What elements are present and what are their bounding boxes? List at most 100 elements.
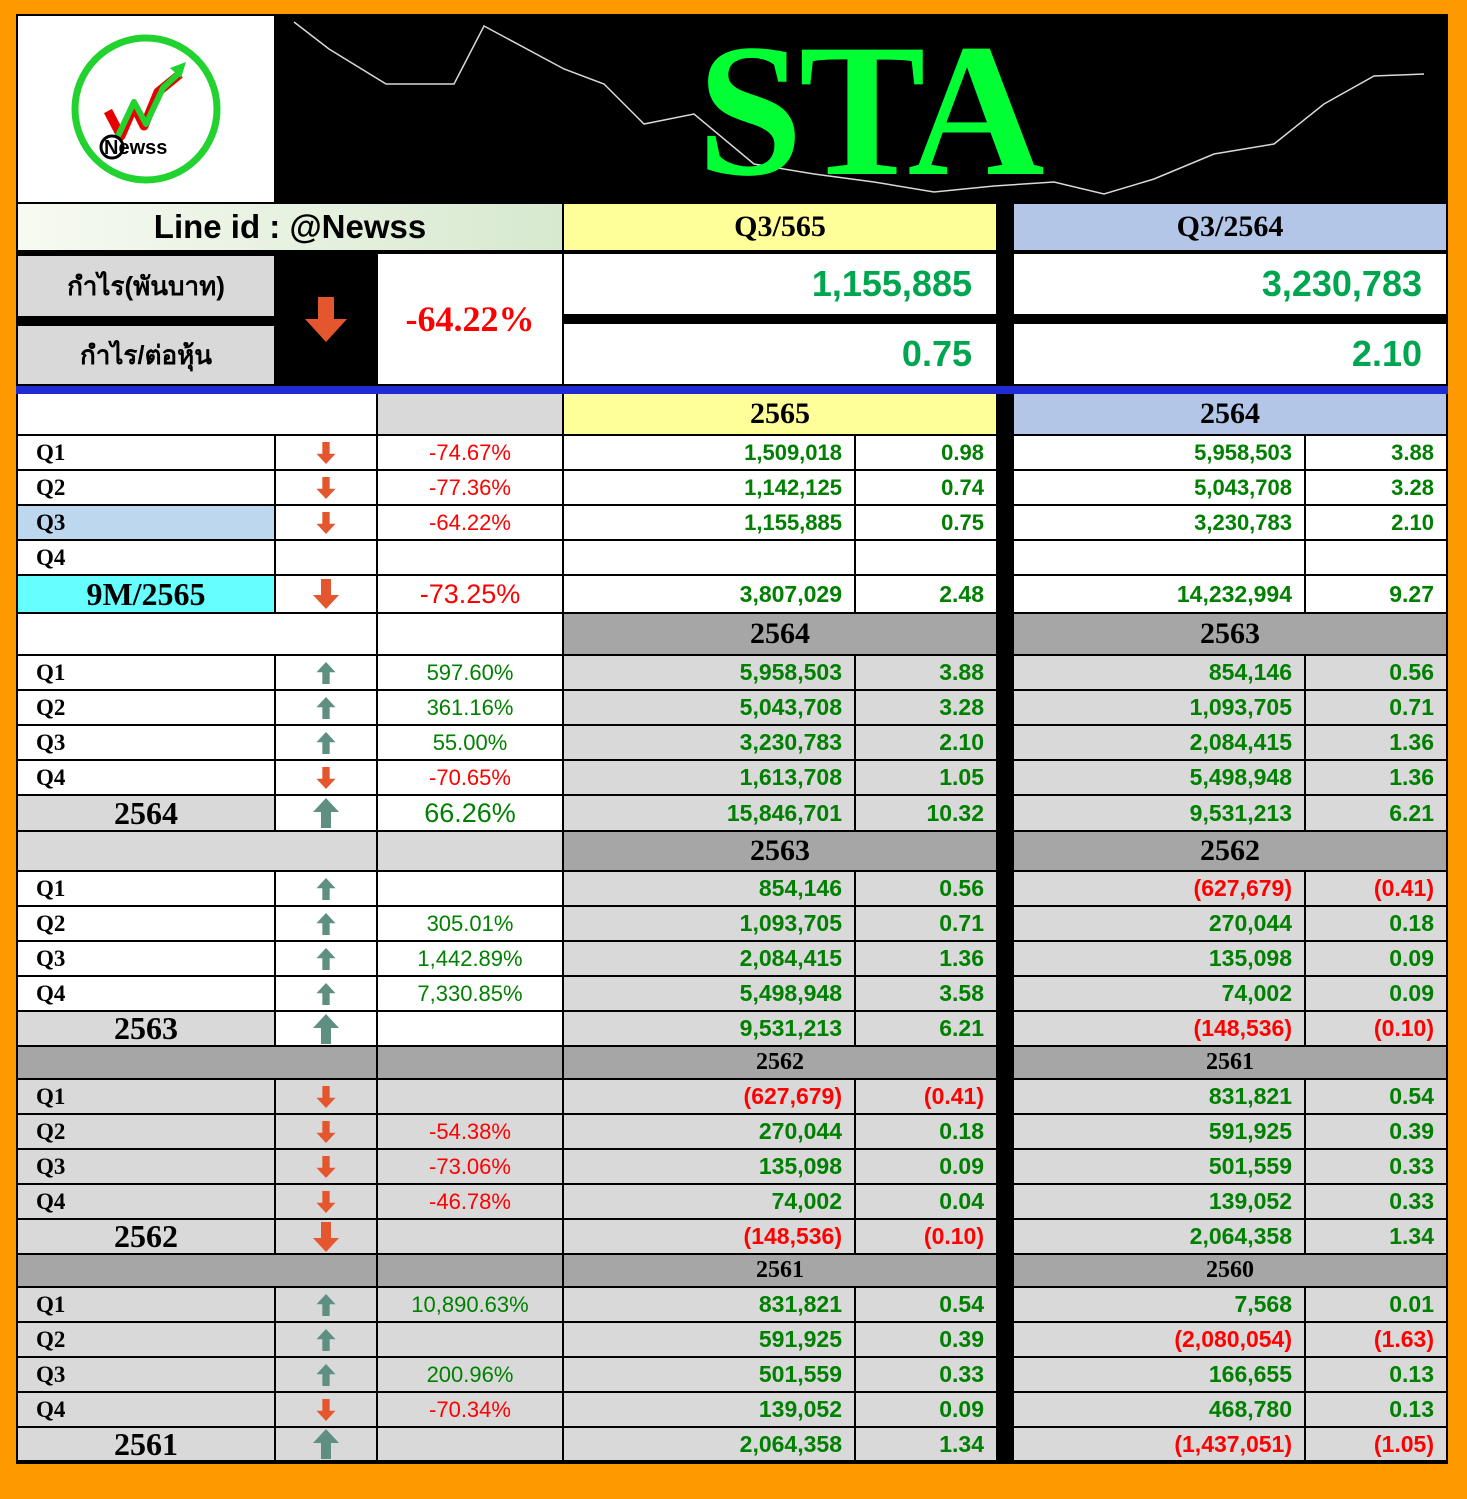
right-profit: 5,498,948 bbox=[1014, 761, 1306, 796]
right-eps: 1.36 bbox=[1306, 761, 1448, 796]
quarter-label: Q2 bbox=[18, 1323, 276, 1358]
arrow-down-icon bbox=[313, 1221, 339, 1252]
left-eps: 0.54 bbox=[856, 1288, 998, 1323]
right-eps: (0.41) bbox=[1306, 872, 1448, 907]
section-year-right: 2563 bbox=[1014, 614, 1448, 656]
left-eps: (0.10) bbox=[856, 1220, 998, 1255]
right-eps: (1.63) bbox=[1306, 1323, 1448, 1358]
left-profit: 1,142,125 bbox=[564, 471, 856, 506]
left-profit: 2,084,415 bbox=[564, 942, 856, 977]
right-profit: (627,679) bbox=[1014, 872, 1306, 907]
change-percent: 7,330.85% bbox=[378, 977, 564, 1012]
section-year-right: 2564 bbox=[1014, 394, 1448, 436]
left-eps: 0.56 bbox=[856, 872, 998, 907]
section-year-right: 2562 bbox=[1014, 832, 1448, 872]
left-eps: 3.58 bbox=[856, 977, 998, 1012]
left-eps: 1.36 bbox=[856, 942, 998, 977]
left-profit: 270,044 bbox=[564, 1115, 856, 1150]
change-percent: 305.01% bbox=[378, 907, 564, 942]
arrow-up-icon bbox=[316, 731, 336, 754]
right-eps: 0.33 bbox=[1306, 1150, 1448, 1185]
trend-arrow-cell bbox=[276, 691, 378, 726]
trend-arrow-cell bbox=[276, 1185, 378, 1220]
change-percent: -70.65% bbox=[378, 761, 564, 796]
right-eps: 0.33 bbox=[1306, 1185, 1448, 1220]
trend-arrow-cell bbox=[276, 907, 378, 942]
trend-arrow-cell bbox=[276, 977, 378, 1012]
left-profit: 3,807,029 bbox=[564, 576, 856, 614]
arrow-down-icon bbox=[316, 1085, 336, 1108]
change-percent: -77.36% bbox=[378, 471, 564, 506]
change-percent: 200.96% bbox=[378, 1358, 564, 1393]
right-profit: 468,780 bbox=[1014, 1393, 1306, 1428]
section-header-blank bbox=[18, 614, 378, 656]
change-percent: -54.38% bbox=[378, 1115, 564, 1150]
left-profit: 854,146 bbox=[564, 872, 856, 907]
trend-arrow-cell bbox=[276, 541, 378, 576]
right-eps: 9.27 bbox=[1306, 576, 1448, 614]
left-eps: 2.10 bbox=[856, 726, 998, 761]
trend-arrow-cell bbox=[276, 436, 378, 471]
left-profit: 1,613,708 bbox=[564, 761, 856, 796]
left-profit: 5,043,708 bbox=[564, 691, 856, 726]
right-eps: 3.88 bbox=[1306, 436, 1448, 471]
change-percent: 597.60% bbox=[378, 656, 564, 691]
right-eps: 0.09 bbox=[1306, 942, 1448, 977]
change-percent: -64.22% bbox=[378, 506, 564, 541]
left-eps bbox=[856, 541, 998, 576]
right-eps: 0.18 bbox=[1306, 907, 1448, 942]
left-profit: 591,925 bbox=[564, 1323, 856, 1358]
right-profit: 139,052 bbox=[1014, 1185, 1306, 1220]
right-profit: 2,084,415 bbox=[1014, 726, 1306, 761]
left-profit: 9,531,213 bbox=[564, 1012, 856, 1047]
arrow-down-icon bbox=[316, 1120, 336, 1143]
quarter-label: Q1 bbox=[18, 872, 276, 907]
right-profit: 14,232,994 bbox=[1014, 576, 1306, 614]
left-profit: 135,098 bbox=[564, 1150, 856, 1185]
section-year-left: 2563 bbox=[564, 832, 998, 872]
left-profit: 74,002 bbox=[564, 1185, 856, 1220]
trend-arrow-cell bbox=[276, 796, 378, 832]
section-year-left: 2565 bbox=[564, 394, 998, 436]
section-year-right: 2560 bbox=[1014, 1255, 1448, 1288]
arrow-up-icon bbox=[316, 1328, 336, 1351]
arrow-down-icon bbox=[316, 511, 336, 534]
section-header-blank bbox=[378, 1047, 564, 1080]
left-eps: 0.71 bbox=[856, 907, 998, 942]
arrow-down-icon bbox=[316, 766, 336, 789]
arrow-up-icon bbox=[316, 661, 336, 684]
trend-arrow-cell bbox=[276, 726, 378, 761]
trend-arrow-cell bbox=[276, 942, 378, 977]
profit-label: กำไร(พันบาท) bbox=[18, 256, 274, 316]
arrow-up-icon bbox=[316, 1293, 336, 1316]
summary-change: -64.22% bbox=[378, 254, 564, 386]
arrow-down-icon bbox=[313, 579, 339, 609]
left-profit: 5,498,948 bbox=[564, 977, 856, 1012]
eps-label: กำไร/ต่อหุ้น bbox=[18, 326, 274, 384]
right-eps: 3.28 bbox=[1306, 471, 1448, 506]
section-header-blank bbox=[18, 832, 378, 872]
arrow-up-icon bbox=[316, 947, 336, 970]
quarter-label: Q4 bbox=[18, 541, 276, 576]
trend-arrow-cell bbox=[276, 872, 378, 907]
right-eps: 0.71 bbox=[1306, 691, 1448, 726]
left-profit: 1,509,018 bbox=[564, 436, 856, 471]
right-profit: (1,437,051) bbox=[1014, 1428, 1306, 1462]
left-profit: (148,536) bbox=[564, 1220, 856, 1255]
left-profit: 1,155,885 bbox=[564, 506, 856, 541]
right-profit: (2,080,054) bbox=[1014, 1323, 1306, 1358]
left-eps: 3.88 bbox=[856, 656, 998, 691]
quarter-label: Q4 bbox=[18, 1393, 276, 1428]
total-label: 2564 bbox=[18, 796, 276, 832]
change-percent: 55.00% bbox=[378, 726, 564, 761]
right-eps: 0.13 bbox=[1306, 1358, 1448, 1393]
left-profit: 5,958,503 bbox=[564, 656, 856, 691]
right-eps: 1.36 bbox=[1306, 726, 1448, 761]
quarter-label: Q1 bbox=[18, 436, 276, 471]
section-header-blank bbox=[378, 394, 564, 436]
trend-arrow-cell bbox=[276, 1150, 378, 1185]
total-label: 9M/2565 bbox=[18, 576, 276, 614]
right-profit: 74,002 bbox=[1014, 977, 1306, 1012]
change-percent: 10,890.63% bbox=[378, 1288, 564, 1323]
right-profit: 501,559 bbox=[1014, 1150, 1306, 1185]
